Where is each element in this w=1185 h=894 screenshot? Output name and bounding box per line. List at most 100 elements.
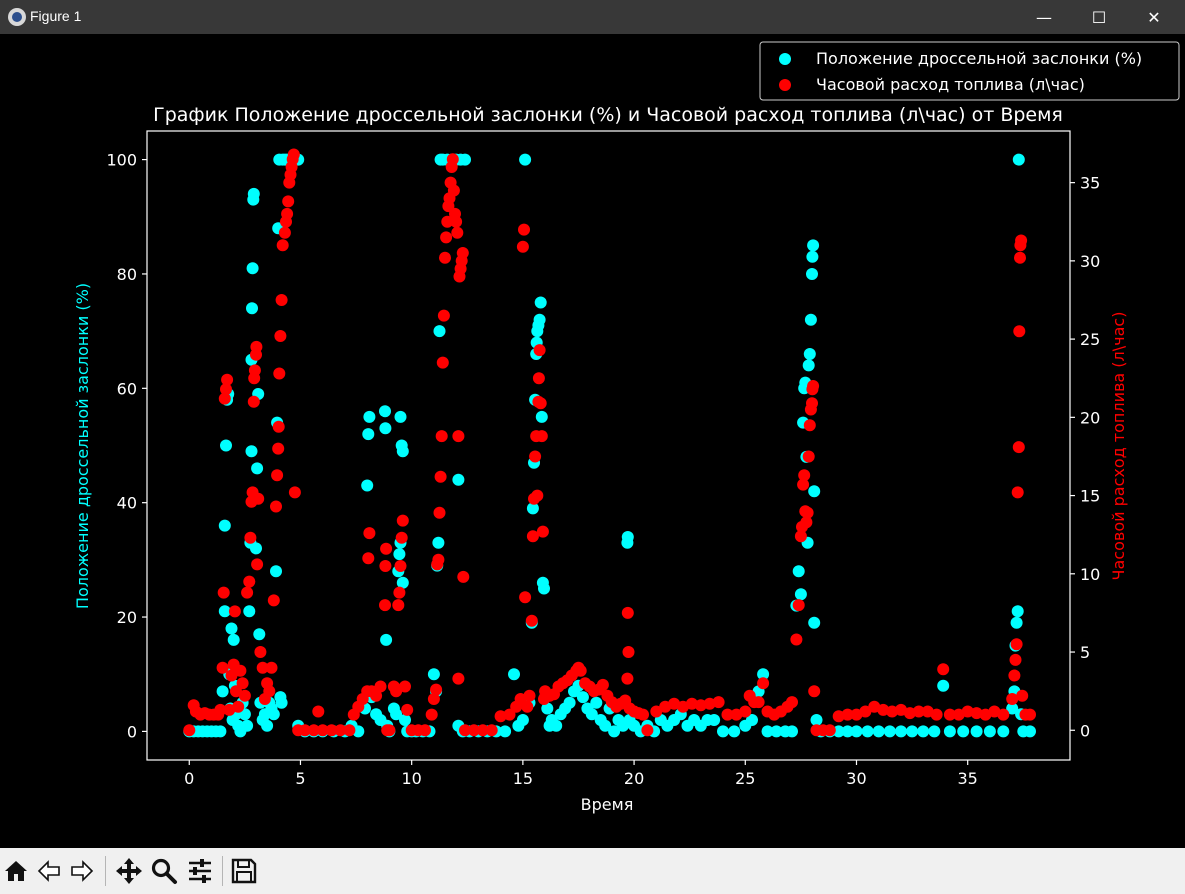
toolbar-separator [222,856,223,886]
fuel-rate-point [281,207,294,220]
fuel-rate-point [441,215,454,228]
fuel-rate-point [519,591,532,604]
zoom-icon [151,858,177,884]
throttle-point [1010,616,1023,629]
fuel-rate-point [433,506,446,519]
y-right-tick-label: 30 [1080,252,1100,271]
throttle-point [541,702,554,715]
fuel-rate-point [225,669,238,682]
forward-button[interactable] [68,857,96,885]
fuel-rate-point [278,226,291,239]
fuel-rate-point [877,703,890,716]
fuel-rate-point [533,344,546,357]
throttle-point [983,725,996,738]
fuel-rate-point [516,240,529,253]
maximize-button[interactable]: ☐ [1091,7,1107,27]
navigation-toolbar [0,848,1185,894]
throttle-point [1012,153,1025,166]
fuel-rate-point [739,705,752,718]
fuel-rate-point [523,689,536,702]
fuel-rate-point [529,450,542,463]
x-tick-label: 25 [735,769,755,788]
plot-frame [146,130,1071,761]
fuel-rate-point [316,724,329,737]
throttle-point [937,679,950,692]
throttle-point [802,359,815,372]
fuel-rate-point [526,530,539,543]
fuel-rate-point [641,724,654,737]
throttle-point [970,725,983,738]
fuel-rate-point [525,614,538,627]
pan-button[interactable] [115,857,143,885]
fuel-rate-point [997,708,1010,721]
fuel-rate-point [596,678,609,691]
fuel-rate-point [450,215,463,228]
fuel-rate-point [241,586,254,599]
fuel-rate-point [363,527,376,540]
throttle-point [245,445,258,458]
fuel-rate-point [792,599,805,612]
fuel-rate-point [232,700,245,713]
chart-title: График Положение дроссельной заслонки (%… [153,104,1063,126]
throttle-point [757,668,770,681]
throttle-point [861,725,874,738]
fuel-rate-point [437,309,450,322]
fuel-rate-point [841,708,854,721]
y-right-tick-label: 20 [1080,408,1100,427]
fuel-rate-point [574,664,587,677]
fuel-rate-point [452,672,465,685]
fuel-rate-point [832,710,845,723]
fuel-rate-point [912,705,925,718]
minimize-button[interactable]: — [1036,7,1052,27]
fuel-rate-point [370,689,383,702]
fuel-rate-point [394,560,407,572]
fuel-rate-point [447,184,460,197]
throttle-point [957,725,970,738]
y-left-tick-label: 60 [117,379,137,398]
throttle-point [1006,702,1019,715]
y-right-tick-label: 5 [1080,643,1090,662]
close-button[interactable]: ✕ [1147,7,1161,27]
fuel-rate-point [786,696,798,709]
throttle-point [399,714,411,726]
zoom-button[interactable] [150,857,178,885]
throttle-point [1024,725,1036,738]
throttle-point [362,428,375,441]
fuel-rate-point [485,724,498,737]
throttle-point [746,714,758,726]
fuel-rate-point [216,661,229,674]
throttle-point [508,668,520,681]
legend-marker-throttle [779,53,791,65]
throttle-point [390,708,403,721]
fuel-rate-point [534,397,547,410]
throttle-point [997,725,1010,738]
home-button[interactable] [2,857,30,885]
fuel-rate-point [798,469,811,482]
throttle-point [590,696,603,709]
toolbar-separator [105,856,106,886]
fuel-rate-point [451,226,464,239]
throttle-point [452,473,465,486]
fuel-rate-point [1016,689,1029,702]
x-tick-label: 30 [846,769,866,788]
fuel-rate-point [823,724,836,737]
points-layer [183,148,1036,738]
legend-box [759,41,1180,101]
fuel-rate-point [243,575,256,588]
fuel-rate-point [392,599,405,612]
fuel-rate-point [650,705,663,718]
throttle-point [218,605,231,618]
y-left-tick-label: 20 [117,608,137,627]
fuel-rate-point [752,696,765,709]
throttle-point [393,548,406,561]
fuel-rate-point [230,685,242,698]
throttle-point [247,187,260,200]
fuel-rate-point [274,330,287,342]
save-button[interactable] [230,857,258,885]
back-button[interactable] [35,857,63,885]
scatter-chart: 0 5 10 15 20 25 30 35 0 20 40 60 80 100 0 5 10 15 20 25 30 35… [0,34,1185,848]
fuel-rate-point [228,605,241,618]
configure-subplots-button[interactable] [186,857,214,885]
fuel-rate-point [1011,486,1024,499]
fuel-rate-point [712,696,725,709]
